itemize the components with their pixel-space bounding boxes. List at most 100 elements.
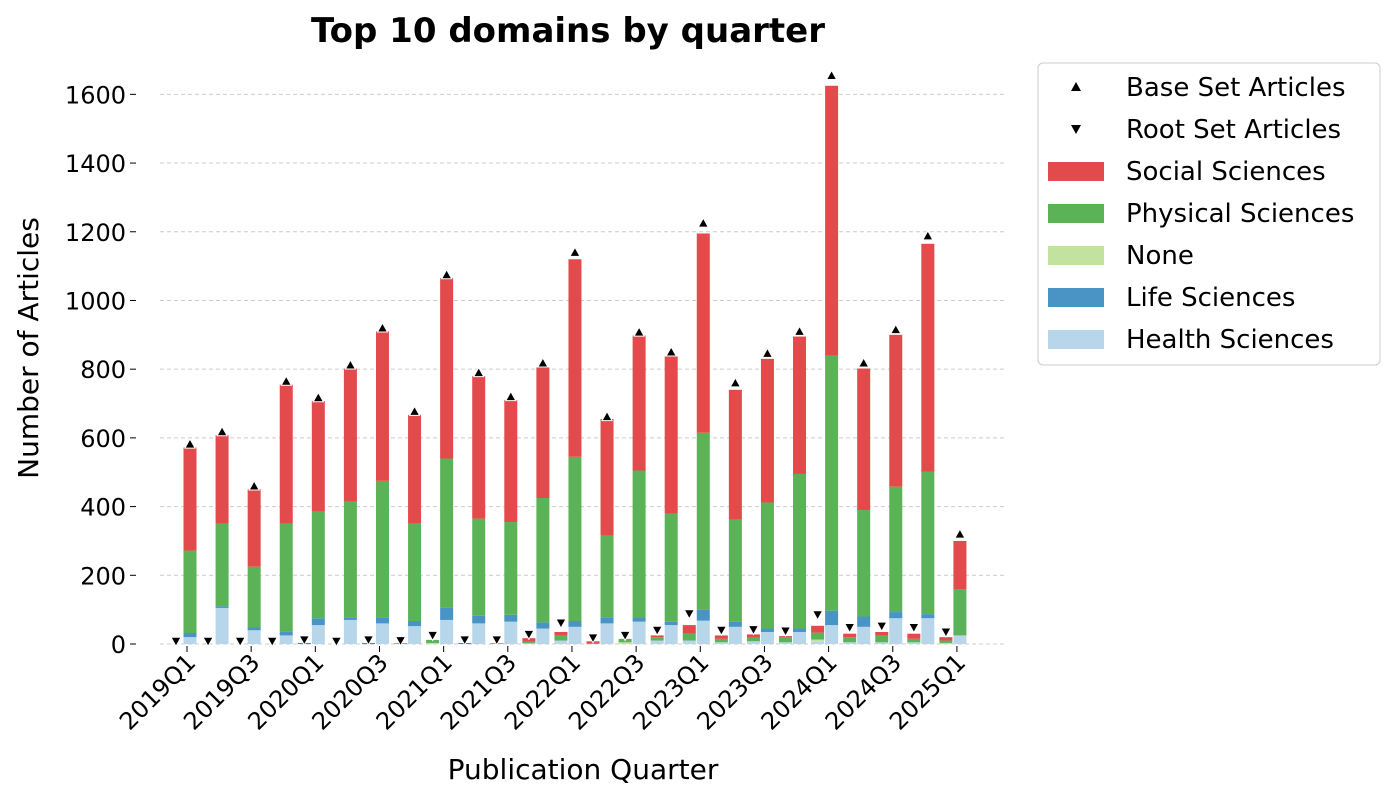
marker: [408, 405, 421, 416]
bar-segment: [522, 643, 536, 644]
bar-segment: [760, 358, 774, 503]
bar-segment: [857, 626, 871, 644]
bar-segment: [632, 621, 646, 644]
bar-segment: [779, 642, 793, 644]
bar-segment: [728, 621, 742, 627]
bar-segment: [343, 368, 357, 502]
bar-segment: [843, 633, 857, 638]
bar-segment: [875, 642, 889, 644]
bar-segment: [953, 589, 967, 636]
bar-segment: [696, 609, 710, 621]
bar-segment: [440, 458, 454, 608]
bar-segment: [857, 616, 871, 627]
bar-segment: [889, 334, 903, 487]
legend-swatch: [1048, 330, 1104, 349]
marker: [729, 376, 742, 388]
bar-segment: [921, 243, 935, 472]
legend-marker: [1071, 82, 1081, 91]
marker: [569, 246, 581, 257]
bar-segment: [440, 619, 454, 644]
marker: [376, 321, 389, 333]
bar-segment: [811, 632, 825, 640]
bar-segment: [426, 642, 440, 644]
bar-segment: [554, 631, 568, 636]
bar-segment: [728, 519, 742, 622]
bar-segment: [375, 617, 389, 624]
bar-segment: [536, 367, 550, 498]
bar-segment: [311, 511, 325, 619]
legend-swatch: [1048, 288, 1104, 307]
bar-segment: [825, 610, 839, 626]
bar-segment: [247, 489, 261, 567]
bar-segment: [746, 637, 760, 642]
bar-segment: [760, 502, 774, 629]
marker: [234, 636, 247, 648]
bar-segment: [279, 635, 293, 644]
bar-segment: [793, 473, 807, 629]
bar-segment: [343, 619, 357, 644]
bar-segment: [664, 513, 678, 622]
bar-segment: [504, 400, 518, 523]
y-tick-label: 1000: [65, 287, 126, 315]
y-tick-label: 600: [80, 425, 126, 453]
bar-segment: [825, 625, 839, 644]
bar-segment: [857, 368, 871, 511]
marker: [651, 625, 664, 637]
bar-segment: [568, 456, 582, 621]
marker: [761, 347, 774, 358]
bar-segment: [618, 642, 632, 644]
bar-segment: [215, 435, 229, 524]
bar-segment: [247, 627, 261, 631]
bar-segment: [375, 480, 389, 618]
marker: [857, 356, 870, 368]
bar-segment: [408, 414, 422, 524]
marker: [779, 626, 792, 637]
y-tick-label: 1400: [65, 150, 126, 178]
bar-segment: [568, 259, 582, 457]
bar-segment: [311, 618, 325, 626]
bar-segment: [536, 622, 550, 629]
bar-segment: [811, 641, 825, 644]
bar-segment: [375, 331, 389, 481]
marker: [825, 69, 838, 80]
bar-segment: [600, 623, 614, 644]
bar-segment: [696, 620, 710, 644]
bar-segment: [311, 401, 325, 512]
bar-segment: [554, 635, 568, 641]
bar-segment: [939, 637, 953, 641]
bar-segment: [921, 471, 935, 615]
legend-label: Base Set Articles: [1126, 73, 1346, 103]
marker: [298, 635, 311, 646]
bar-segment: [618, 642, 632, 643]
y-tick-label: 1600: [65, 81, 126, 109]
bar-segment: [793, 336, 807, 474]
bar-segment: [746, 641, 760, 644]
bar-segment: [247, 630, 261, 644]
marker: [458, 635, 471, 646]
bar-segment: [953, 635, 967, 644]
bar-segment: [746, 634, 760, 638]
marker: [875, 621, 888, 633]
legend-swatch: [1048, 204, 1104, 223]
legend-swatch: [1048, 162, 1104, 181]
bar-segment: [568, 626, 582, 644]
bar-segment: [440, 278, 454, 459]
legend-label: Health Sciences: [1126, 325, 1334, 355]
bar-segment: [215, 523, 229, 607]
marker: [330, 636, 343, 648]
bar-segment: [183, 633, 197, 638]
legend-label: Root Set Articles: [1126, 115, 1341, 145]
marker: [216, 425, 228, 437]
bar-segment: [504, 614, 518, 622]
bar-segment: [696, 432, 710, 610]
y-tick-label: 400: [80, 494, 126, 522]
marker: [312, 391, 325, 403]
marker: [202, 636, 214, 648]
legend-label: Physical Sciences: [1126, 199, 1354, 229]
bar-segment: [600, 535, 614, 618]
bar-segment: [811, 625, 825, 633]
marker: [907, 623, 920, 634]
bar-segment: [472, 518, 486, 616]
bar-segment: [664, 356, 678, 514]
marker: [440, 268, 453, 280]
